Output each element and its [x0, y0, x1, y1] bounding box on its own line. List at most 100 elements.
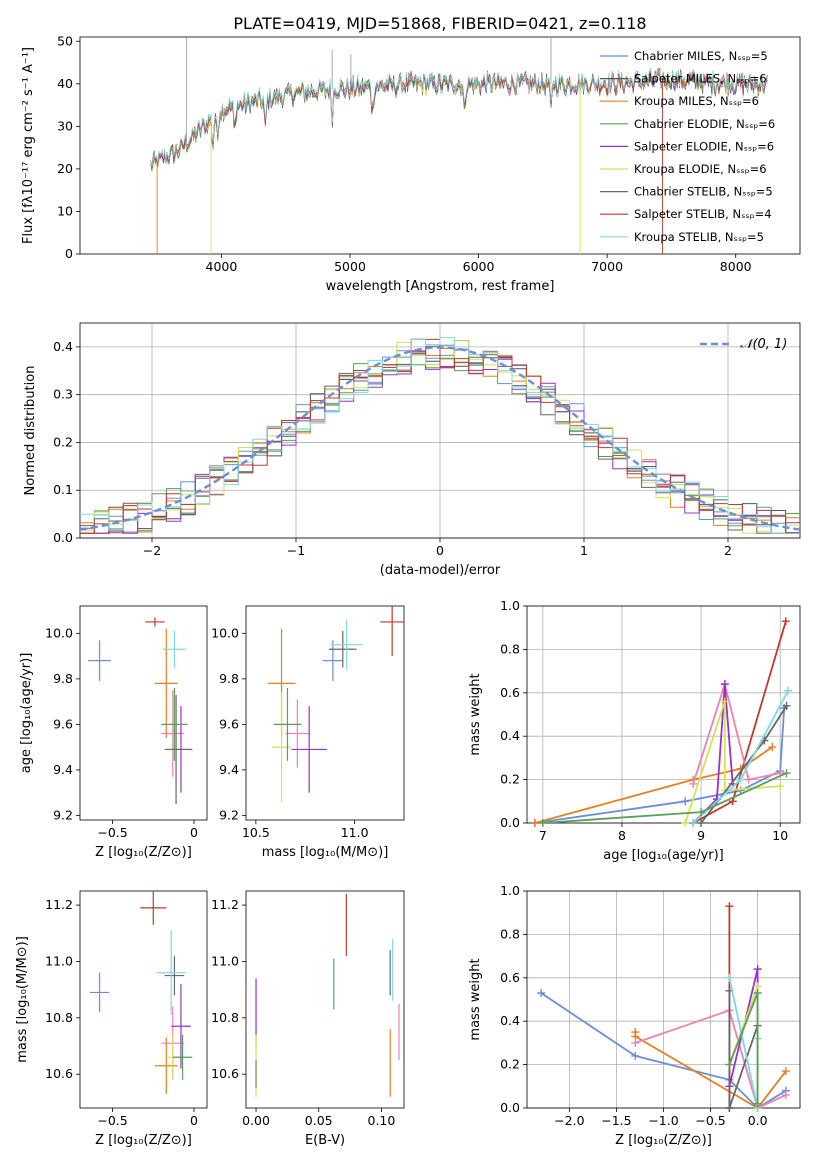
error-bar-point [285, 699, 310, 768]
x-tick-label: 0.10 [368, 1113, 396, 1128]
y-tick-label: 0.6 [500, 685, 520, 700]
weight-line [692, 680, 781, 785]
weight-marker [681, 819, 690, 827]
mass-vs-extinction-panel: 0.00 0.05 0.10 10.6 10.8 11.0 11.2 E(B-V) [211, 890, 405, 1148]
legend-label: Salpeter STELIB, Nₛₛₚ=4 [634, 207, 772, 221]
y-tick-label: 0.0 [500, 815, 520, 830]
axes-frame [526, 605, 801, 824]
weight-marker [753, 965, 762, 974]
error-bar-point [88, 640, 111, 682]
weight-marker [753, 988, 762, 997]
y-tick-label: 10.8 [45, 1010, 73, 1025]
weight-vs-age-panel: 7 8 9 10 0.0 0.2 0.4 0.6 0.8 1.0 age [log₁₀(age/yr… [468, 598, 801, 863]
y-tick-label: 11.2 [211, 897, 239, 912]
error-bar-point [154, 1037, 178, 1094]
y-tick-label: 0.1 [53, 482, 73, 497]
y-tick-label: 0.0 [500, 1100, 520, 1115]
error-bar-point [164, 694, 188, 805]
x-tick-label: 10 [772, 828, 788, 843]
y-tick-label: 9.6 [219, 716, 239, 731]
x-tick-label: 7000 [591, 259, 623, 274]
weight-marker [697, 819, 706, 827]
y-tick-label: 20 [57, 161, 73, 176]
x-tick-label: 0 [190, 1113, 198, 1128]
y-axis-label: mass weight [468, 958, 483, 1040]
x-tick-label: 0 [190, 825, 198, 840]
legend-label: Chabrier MILES, Nₛₛₚ=5 [634, 49, 768, 63]
y-tick-label: 0 [65, 246, 73, 261]
x-tick-label: 10.5 [242, 825, 270, 840]
x-tick-label: 7 [539, 828, 547, 843]
x-tick-label: −0.5 [97, 1113, 127, 1128]
histogram-steps [80, 337, 800, 534]
legend-label: Chabrier STELIB, Nₛₛₚ=5 [634, 185, 773, 199]
x-tick-label: −2.0 [554, 1113, 584, 1128]
weight-marker [744, 775, 753, 784]
y-tick-label: 0.2 [500, 1057, 520, 1072]
weight-line [542, 772, 787, 823]
weight-marker [689, 819, 698, 827]
spectrum-line [150, 71, 768, 172]
weight-marker [725, 902, 734, 911]
weight-marker [753, 1099, 762, 1108]
x-tick-label: 6000 [463, 259, 495, 274]
histogram-steps [80, 338, 800, 534]
weight-marker [725, 973, 734, 982]
y-axis-label: Flux [fλ10⁻¹⁷ erg cm⁻² s⁻¹ A⁻¹] [21, 47, 36, 244]
y-tick-label: 0.2 [53, 434, 73, 449]
error-bar-point [328, 631, 357, 668]
error-bar-point [89, 972, 110, 1013]
legend-label: Chabrier ELODIE, Nₛₛₚ=6 [634, 117, 775, 131]
legend-label: Kroupa MILES, Nₛₛₚ=6 [634, 94, 759, 108]
weight-marker [781, 617, 790, 626]
error-bar-point [380, 606, 404, 657]
error-bar-point [140, 891, 167, 925]
weight-marker [781, 1090, 790, 1099]
y-tick-label: 40 [57, 76, 73, 91]
error-bar-point [273, 687, 302, 761]
y-tick-label: 0.3 [53, 387, 73, 402]
error-bar-point [291, 706, 327, 793]
spectrum-line [150, 67, 768, 167]
y-tick-label: 9.4 [53, 762, 73, 777]
x-tick-label: 2 [724, 543, 732, 558]
y-tick-label: 1.0 [500, 883, 520, 898]
legend-label: Kroupa ELODIE, Nₛₛₚ=6 [634, 162, 767, 176]
error-bar-point [161, 687, 188, 761]
error-bar-point [171, 984, 191, 1069]
weight-line [728, 990, 759, 1108]
x-tick-label: 8 [618, 828, 626, 843]
error-bar-point [323, 640, 343, 682]
y-axis-label: mass [log₁₀(M/M⊙)] [15, 936, 30, 1063]
y-tick-label: 10.6 [45, 1066, 73, 1081]
weight-marker [782, 701, 791, 710]
x-tick-label: −1.0 [648, 1113, 678, 1128]
weight-marker [784, 686, 793, 695]
weight-vs-metallicity-panel: −2.0 −1.5 −1.0 −0.5 0.0 0.0 0.2 0.4 0.6 0.8 1.0 Z [… [468, 883, 801, 1148]
weight-line [534, 746, 773, 823]
y-axis-label: Normed distribution [23, 366, 38, 496]
weight-marker [776, 782, 785, 791]
y-axis-label: mass weight [468, 673, 483, 755]
x-tick-label: −0.5 [97, 825, 127, 840]
age-vs-metallicity-panel: −0.5 0 9.2 9.4 9.6 9.8 10.0 Z [log₁₀(Z/Z⊙)] age … [19, 605, 208, 860]
spectrum-line [150, 68, 768, 167]
weight-marker [697, 808, 706, 817]
weight-marker [538, 819, 547, 827]
weight-marker [631, 1038, 640, 1047]
x-tick-label: 0.0 [748, 1113, 768, 1128]
weight-marker [720, 680, 729, 689]
x-axis-label: Z [log₁₀(Z/Z⊙)] [615, 1133, 712, 1148]
age-vs-mass-panel: 10.5 11.0 9.2 9.4 9.6 9.8 10.0 mass [log₁₀(M/M⊙… [211, 605, 405, 860]
x-tick-label: 9 [697, 828, 705, 843]
error-bar-point [330, 619, 363, 670]
y-tick-label: 11.2 [45, 897, 73, 912]
weight-marker [537, 988, 546, 997]
error-bar-point [145, 617, 165, 627]
weight-marker [530, 819, 539, 827]
legend-label: Kroupa STELIB, Nₛₛₚ=5 [634, 230, 764, 244]
axes-frame [79, 36, 801, 255]
x-tick-label: 0 [436, 543, 444, 558]
axes-frame [79, 890, 208, 1109]
